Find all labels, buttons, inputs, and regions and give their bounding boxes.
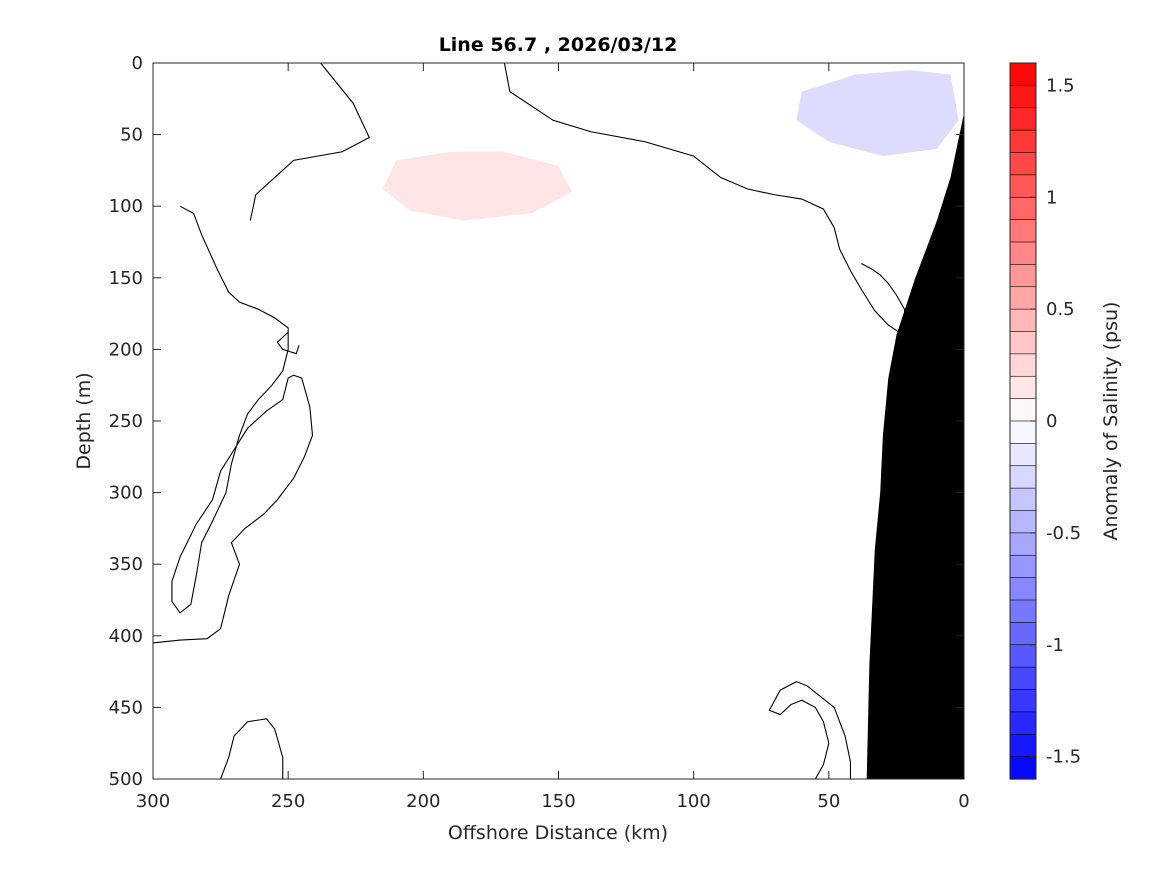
y-axis: 0 50 100 150 200 250 300 350 400 450 500 — [109, 53, 964, 790]
colorbar-step — [1009, 666, 1037, 691]
zero-contour-islet — [276, 331, 300, 355]
colorbar-tick-label: -0.5 — [1046, 523, 1081, 544]
y-tick-label: 150 — [109, 268, 143, 289]
chart-title: Line 56.7 , 2026/03/12 — [439, 34, 678, 56]
zero-contour-upper — [249, 63, 370, 221]
colorbar-tick-label: 0 — [1046, 411, 1057, 432]
plot-area — [152, 62, 965, 780]
x-tick-label: 150 — [541, 791, 575, 812]
colorbar-step — [1009, 644, 1037, 668]
x-tick-label: 100 — [676, 791, 710, 812]
x-tick-label: 300 — [136, 791, 170, 812]
bathymetry-layer — [866, 113, 964, 779]
colorbar-step — [1009, 510, 1037, 534]
x-tick-label: 0 — [958, 791, 969, 812]
colorbar-step — [1009, 577, 1037, 601]
colorbar-step — [1009, 241, 1037, 265]
colorbar-step — [1009, 219, 1037, 243]
colorbar-step — [1009, 554, 1037, 579]
colorbar-tick-label: 1 — [1046, 187, 1057, 208]
colorbar-step — [1009, 152, 1037, 176]
colorbar-step — [1009, 465, 1037, 489]
x-axis-label: Offshore Distance (km) — [448, 822, 668, 844]
colorbar-tick-label: 1.5 — [1046, 75, 1075, 96]
zero-contour-main — [153, 205, 314, 644]
colorbar-step — [1009, 85, 1037, 109]
zero-contour-deep-east — [768, 681, 852, 779]
y-tick-label: 0 — [132, 53, 143, 74]
colorbar-step — [1009, 174, 1037, 198]
x-axis: 300 250 200 150 100 50 0 — [136, 63, 970, 812]
x-tick-label: 50 — [817, 791, 840, 812]
colorbar-step — [1009, 107, 1037, 131]
y-tick-label: 500 — [109, 769, 143, 790]
colorbar-step — [1009, 286, 1037, 310]
colorbar-step — [1009, 196, 1037, 221]
seafloor — [866, 113, 964, 779]
y-tick-label: 450 — [109, 697, 143, 718]
colorbar-step — [1009, 331, 1037, 355]
colorbar-tick-label: -1.5 — [1046, 747, 1081, 768]
colorbar-step — [1009, 264, 1037, 288]
colorbar-label: Anomaly of Salinity (psu) — [1100, 302, 1122, 541]
zero-contour-shelf — [503, 63, 906, 333]
y-tick-label: 350 — [109, 554, 143, 575]
anomaly-fills — [382, 70, 959, 221]
colorbar-step — [1009, 420, 1037, 444]
y-tick-label: 300 — [109, 483, 143, 504]
colorbar-step — [1009, 62, 1037, 86]
colorbar-tick-label: 0.5 — [1046, 299, 1075, 320]
colorbar-step — [1009, 129, 1037, 154]
colorbar-step — [1009, 443, 1037, 467]
zero-contour-deep-west — [220, 718, 284, 779]
colorbar-step — [1009, 689, 1037, 713]
colorbar-step — [1009, 398, 1037, 422]
colorbar-step — [1009, 599, 1037, 623]
y-axis-label: Depth (m) — [73, 372, 95, 469]
x-tick-label: 250 — [271, 791, 305, 812]
colorbar: -1.5 -1 -0.5 0 0.5 1 1.5 — [1009, 62, 1081, 780]
y-tick-label: 400 — [109, 626, 143, 647]
anomaly-region-negative-anomaly-nearshore — [796, 70, 959, 157]
colorbar-step — [1009, 756, 1037, 780]
colorbar-step — [1009, 375, 1037, 400]
zero-contours — [153, 63, 906, 779]
colorbar-step — [1009, 308, 1037, 333]
x-tick-label: 200 — [406, 791, 440, 812]
colorbar-step — [1009, 353, 1037, 377]
anomaly-region-positive-anomaly-core — [382, 151, 573, 221]
colorbar-step — [1009, 733, 1037, 758]
y-tick-label: 50 — [120, 125, 143, 146]
y-tick-label: 200 — [109, 339, 143, 360]
colorbar-tick-label: -1 — [1046, 635, 1064, 656]
colorbar-step — [1009, 532, 1037, 556]
y-tick-label: 250 — [109, 411, 143, 432]
colorbar-step — [1009, 487, 1037, 512]
colorbar-step — [1009, 711, 1037, 735]
y-tick-label: 100 — [109, 196, 143, 217]
colorbar-step — [1009, 622, 1037, 646]
